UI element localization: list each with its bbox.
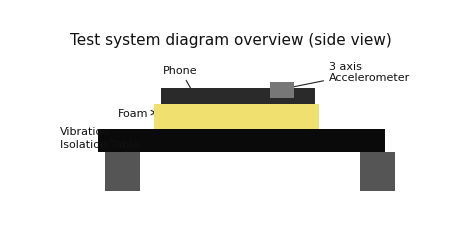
Text: Phone: Phone — [163, 66, 198, 95]
Bar — [360, 152, 396, 191]
Text: Foam: Foam — [118, 108, 156, 118]
Bar — [98, 129, 385, 152]
Bar — [106, 152, 140, 191]
Text: Vibration
Isolation Table: Vibration Isolation Table — [60, 126, 139, 149]
Text: Test system diagram overview (side view): Test system diagram overview (side view) — [70, 33, 392, 48]
Text: 3 axis
Accelerometer: 3 axis Accelerometer — [289, 61, 410, 90]
Bar — [270, 83, 294, 99]
Bar — [154, 104, 318, 129]
Bar — [161, 88, 315, 104]
